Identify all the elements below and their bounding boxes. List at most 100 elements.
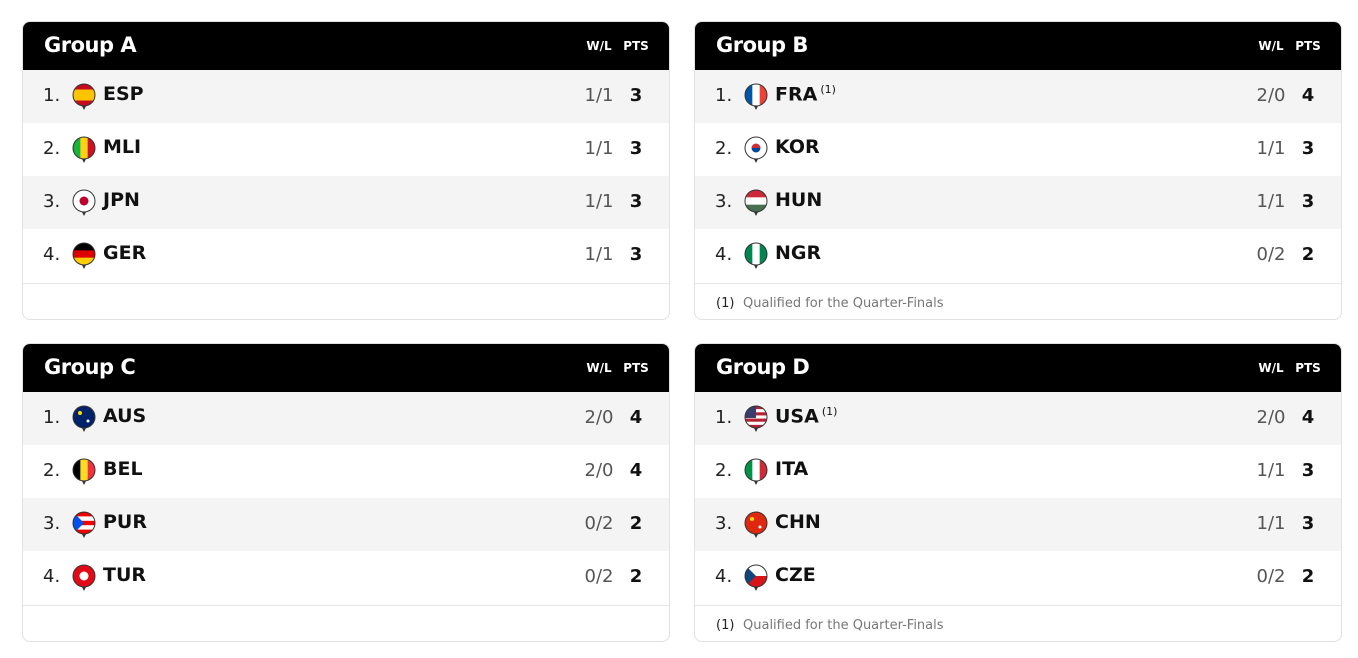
win-loss: 2/0 bbox=[584, 407, 614, 428]
points: 3 bbox=[1301, 191, 1315, 212]
flag bbox=[744, 458, 768, 485]
team-row: 1. USA (1) 2/0 4 bbox=[695, 392, 1341, 445]
points: 3 bbox=[629, 138, 643, 159]
team-code: ITA bbox=[775, 458, 809, 480]
team-code: MLI bbox=[103, 136, 142, 158]
points: 2 bbox=[629, 513, 643, 534]
win-loss: 1/1 bbox=[1256, 513, 1286, 534]
team-name: KOR bbox=[775, 136, 820, 158]
flag bbox=[72, 511, 96, 538]
column-header: W/L bbox=[1258, 361, 1284, 375]
rank: 4. bbox=[715, 566, 733, 587]
team-row: 2. KOR 1/1 3 bbox=[695, 123, 1341, 176]
points: 3 bbox=[629, 85, 643, 106]
rank: 2. bbox=[43, 460, 61, 481]
rank: 1. bbox=[715, 407, 733, 428]
team-name: MLI bbox=[103, 136, 141, 158]
team-code: BEL bbox=[103, 458, 143, 480]
team-name: JPN bbox=[103, 189, 140, 211]
footnote bbox=[23, 605, 669, 641]
rank: 3. bbox=[715, 191, 733, 212]
column-header: PTS bbox=[1295, 39, 1321, 53]
points: 4 bbox=[1301, 85, 1315, 106]
points: 2 bbox=[629, 566, 643, 587]
team-name: PUR bbox=[103, 511, 147, 533]
win-loss: 1/1 bbox=[584, 138, 614, 159]
win-loss: 1/1 bbox=[1256, 191, 1286, 212]
win-loss: 0/2 bbox=[584, 513, 614, 534]
team-name: GER bbox=[103, 242, 146, 264]
team-code: FRA bbox=[775, 83, 818, 106]
team-row: 4. TUR 0/2 2 bbox=[23, 551, 669, 604]
column-header: W/L bbox=[586, 39, 612, 53]
win-loss: 1/1 bbox=[1256, 460, 1286, 481]
group-header: Group C W/L PTS bbox=[23, 344, 669, 392]
flag bbox=[72, 83, 96, 110]
qualification-note: (1) bbox=[821, 405, 838, 418]
team-code: PUR bbox=[103, 511, 147, 533]
team-row: 1. AUS 2/0 4 bbox=[23, 392, 669, 445]
group-card: Group B W/L PTS 1. FRA (1) 2/0 4 2. KOR 1/1 3 3. HUN 1… bbox=[694, 21, 1342, 320]
footnote: (1) Qualified for the Quarter-Finals bbox=[695, 605, 1341, 641]
rank: 2. bbox=[43, 138, 61, 159]
footnote-marker: (1) bbox=[716, 296, 735, 311]
team-code: NGR bbox=[775, 242, 822, 264]
team-name: CZE bbox=[775, 564, 816, 586]
column-header: W/L bbox=[586, 361, 612, 375]
team-row: 3. PUR 0/2 2 bbox=[23, 498, 669, 551]
team-name: TUR bbox=[103, 564, 146, 586]
group-card: Group C W/L PTS 1. AUS 2/0 4 2. BEL 2/0 4 3. PUR 0/2 2… bbox=[22, 343, 670, 642]
team-code: GER bbox=[103, 242, 147, 264]
column-header: PTS bbox=[623, 361, 649, 375]
team-name: AUS bbox=[103, 405, 146, 427]
flag bbox=[72, 564, 96, 591]
team-name: ITA bbox=[775, 458, 808, 480]
flag bbox=[744, 511, 768, 538]
footnote-text: Qualified for the Quarter-Finals bbox=[743, 618, 944, 633]
team-name: FRA (1) bbox=[775, 83, 836, 105]
team-code: AUS bbox=[103, 405, 147, 427]
team-row: 2. ITA 1/1 3 bbox=[695, 445, 1341, 498]
rank: 4. bbox=[43, 566, 61, 587]
win-loss: 1/1 bbox=[584, 191, 614, 212]
rank: 3. bbox=[715, 513, 733, 534]
points: 3 bbox=[1301, 460, 1315, 481]
column-header: PTS bbox=[1295, 361, 1321, 375]
team-code: KOR bbox=[775, 136, 820, 158]
flag bbox=[744, 564, 768, 591]
win-loss: 0/2 bbox=[584, 566, 614, 587]
team-name: NGR bbox=[775, 242, 821, 264]
footnote-text: Qualified for the Quarter-Finals bbox=[743, 296, 944, 311]
group-title: Group C bbox=[44, 355, 136, 379]
column-header: PTS bbox=[623, 39, 649, 53]
points: 2 bbox=[1301, 244, 1315, 265]
team-row: 1. FRA (1) 2/0 4 bbox=[695, 70, 1341, 123]
group-card: Group D W/L PTS 1. USA (1) 2/0 4 2. ITA 1/1 3 3. CHN 1… bbox=[694, 343, 1342, 642]
rank: 2. bbox=[715, 460, 733, 481]
team-name: ESP bbox=[103, 83, 144, 105]
rank: 2. bbox=[715, 138, 733, 159]
team-row: 1. ESP 1/1 3 bbox=[23, 70, 669, 123]
flag bbox=[744, 136, 768, 163]
points: 4 bbox=[1301, 407, 1315, 428]
column-header: W/L bbox=[1258, 39, 1284, 53]
footnote bbox=[23, 283, 669, 319]
team-code: JPN bbox=[103, 189, 140, 211]
rank: 4. bbox=[715, 244, 733, 265]
team-code: HUN bbox=[775, 189, 823, 211]
flag bbox=[72, 458, 96, 485]
flag bbox=[744, 189, 768, 216]
team-name: CHN bbox=[775, 511, 821, 533]
win-loss: 0/2 bbox=[1256, 244, 1286, 265]
rank: 1. bbox=[715, 85, 733, 106]
rank: 1. bbox=[43, 85, 61, 106]
team-code: CHN bbox=[775, 511, 821, 533]
win-loss: 1/1 bbox=[584, 244, 614, 265]
points: 4 bbox=[629, 407, 643, 428]
group-title: Group D bbox=[716, 355, 810, 379]
footnote-marker: (1) bbox=[716, 618, 735, 633]
team-row: 4. NGR 0/2 2 bbox=[695, 229, 1341, 282]
points: 4 bbox=[629, 460, 643, 481]
rank: 3. bbox=[43, 513, 61, 534]
team-name: HUN bbox=[775, 189, 822, 211]
